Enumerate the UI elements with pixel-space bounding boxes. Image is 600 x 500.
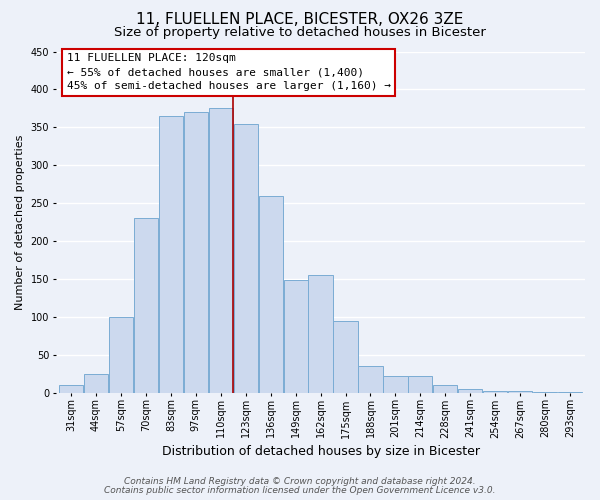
Bar bbox=[184, 112, 208, 392]
Bar bbox=[284, 280, 308, 392]
Bar bbox=[259, 196, 283, 392]
Bar bbox=[358, 366, 383, 392]
Bar bbox=[159, 116, 183, 392]
Text: 11 FLUELLEN PLACE: 120sqm
← 55% of detached houses are smaller (1,400)
45% of se: 11 FLUELLEN PLACE: 120sqm ← 55% of detac… bbox=[67, 53, 391, 91]
Bar bbox=[433, 385, 457, 392]
Bar bbox=[334, 320, 358, 392]
Y-axis label: Number of detached properties: Number of detached properties bbox=[15, 134, 25, 310]
Bar bbox=[59, 385, 83, 392]
Bar bbox=[408, 376, 433, 392]
Bar bbox=[209, 108, 233, 393]
Bar bbox=[308, 275, 332, 392]
Text: 11, FLUELLEN PLACE, BICESTER, OX26 3ZE: 11, FLUELLEN PLACE, BICESTER, OX26 3ZE bbox=[136, 12, 464, 28]
Text: Contains HM Land Registry data © Crown copyright and database right 2024.: Contains HM Land Registry data © Crown c… bbox=[124, 477, 476, 486]
Bar bbox=[483, 391, 507, 392]
Bar bbox=[134, 218, 158, 392]
Bar bbox=[383, 376, 407, 392]
Text: Size of property relative to detached houses in Bicester: Size of property relative to detached ho… bbox=[114, 26, 486, 39]
Bar bbox=[508, 391, 532, 392]
Bar bbox=[458, 389, 482, 392]
Text: Contains public sector information licensed under the Open Government Licence v3: Contains public sector information licen… bbox=[104, 486, 496, 495]
Bar bbox=[109, 317, 133, 392]
X-axis label: Distribution of detached houses by size in Bicester: Distribution of detached houses by size … bbox=[161, 444, 479, 458]
Bar bbox=[233, 124, 258, 392]
Bar bbox=[84, 374, 108, 392]
